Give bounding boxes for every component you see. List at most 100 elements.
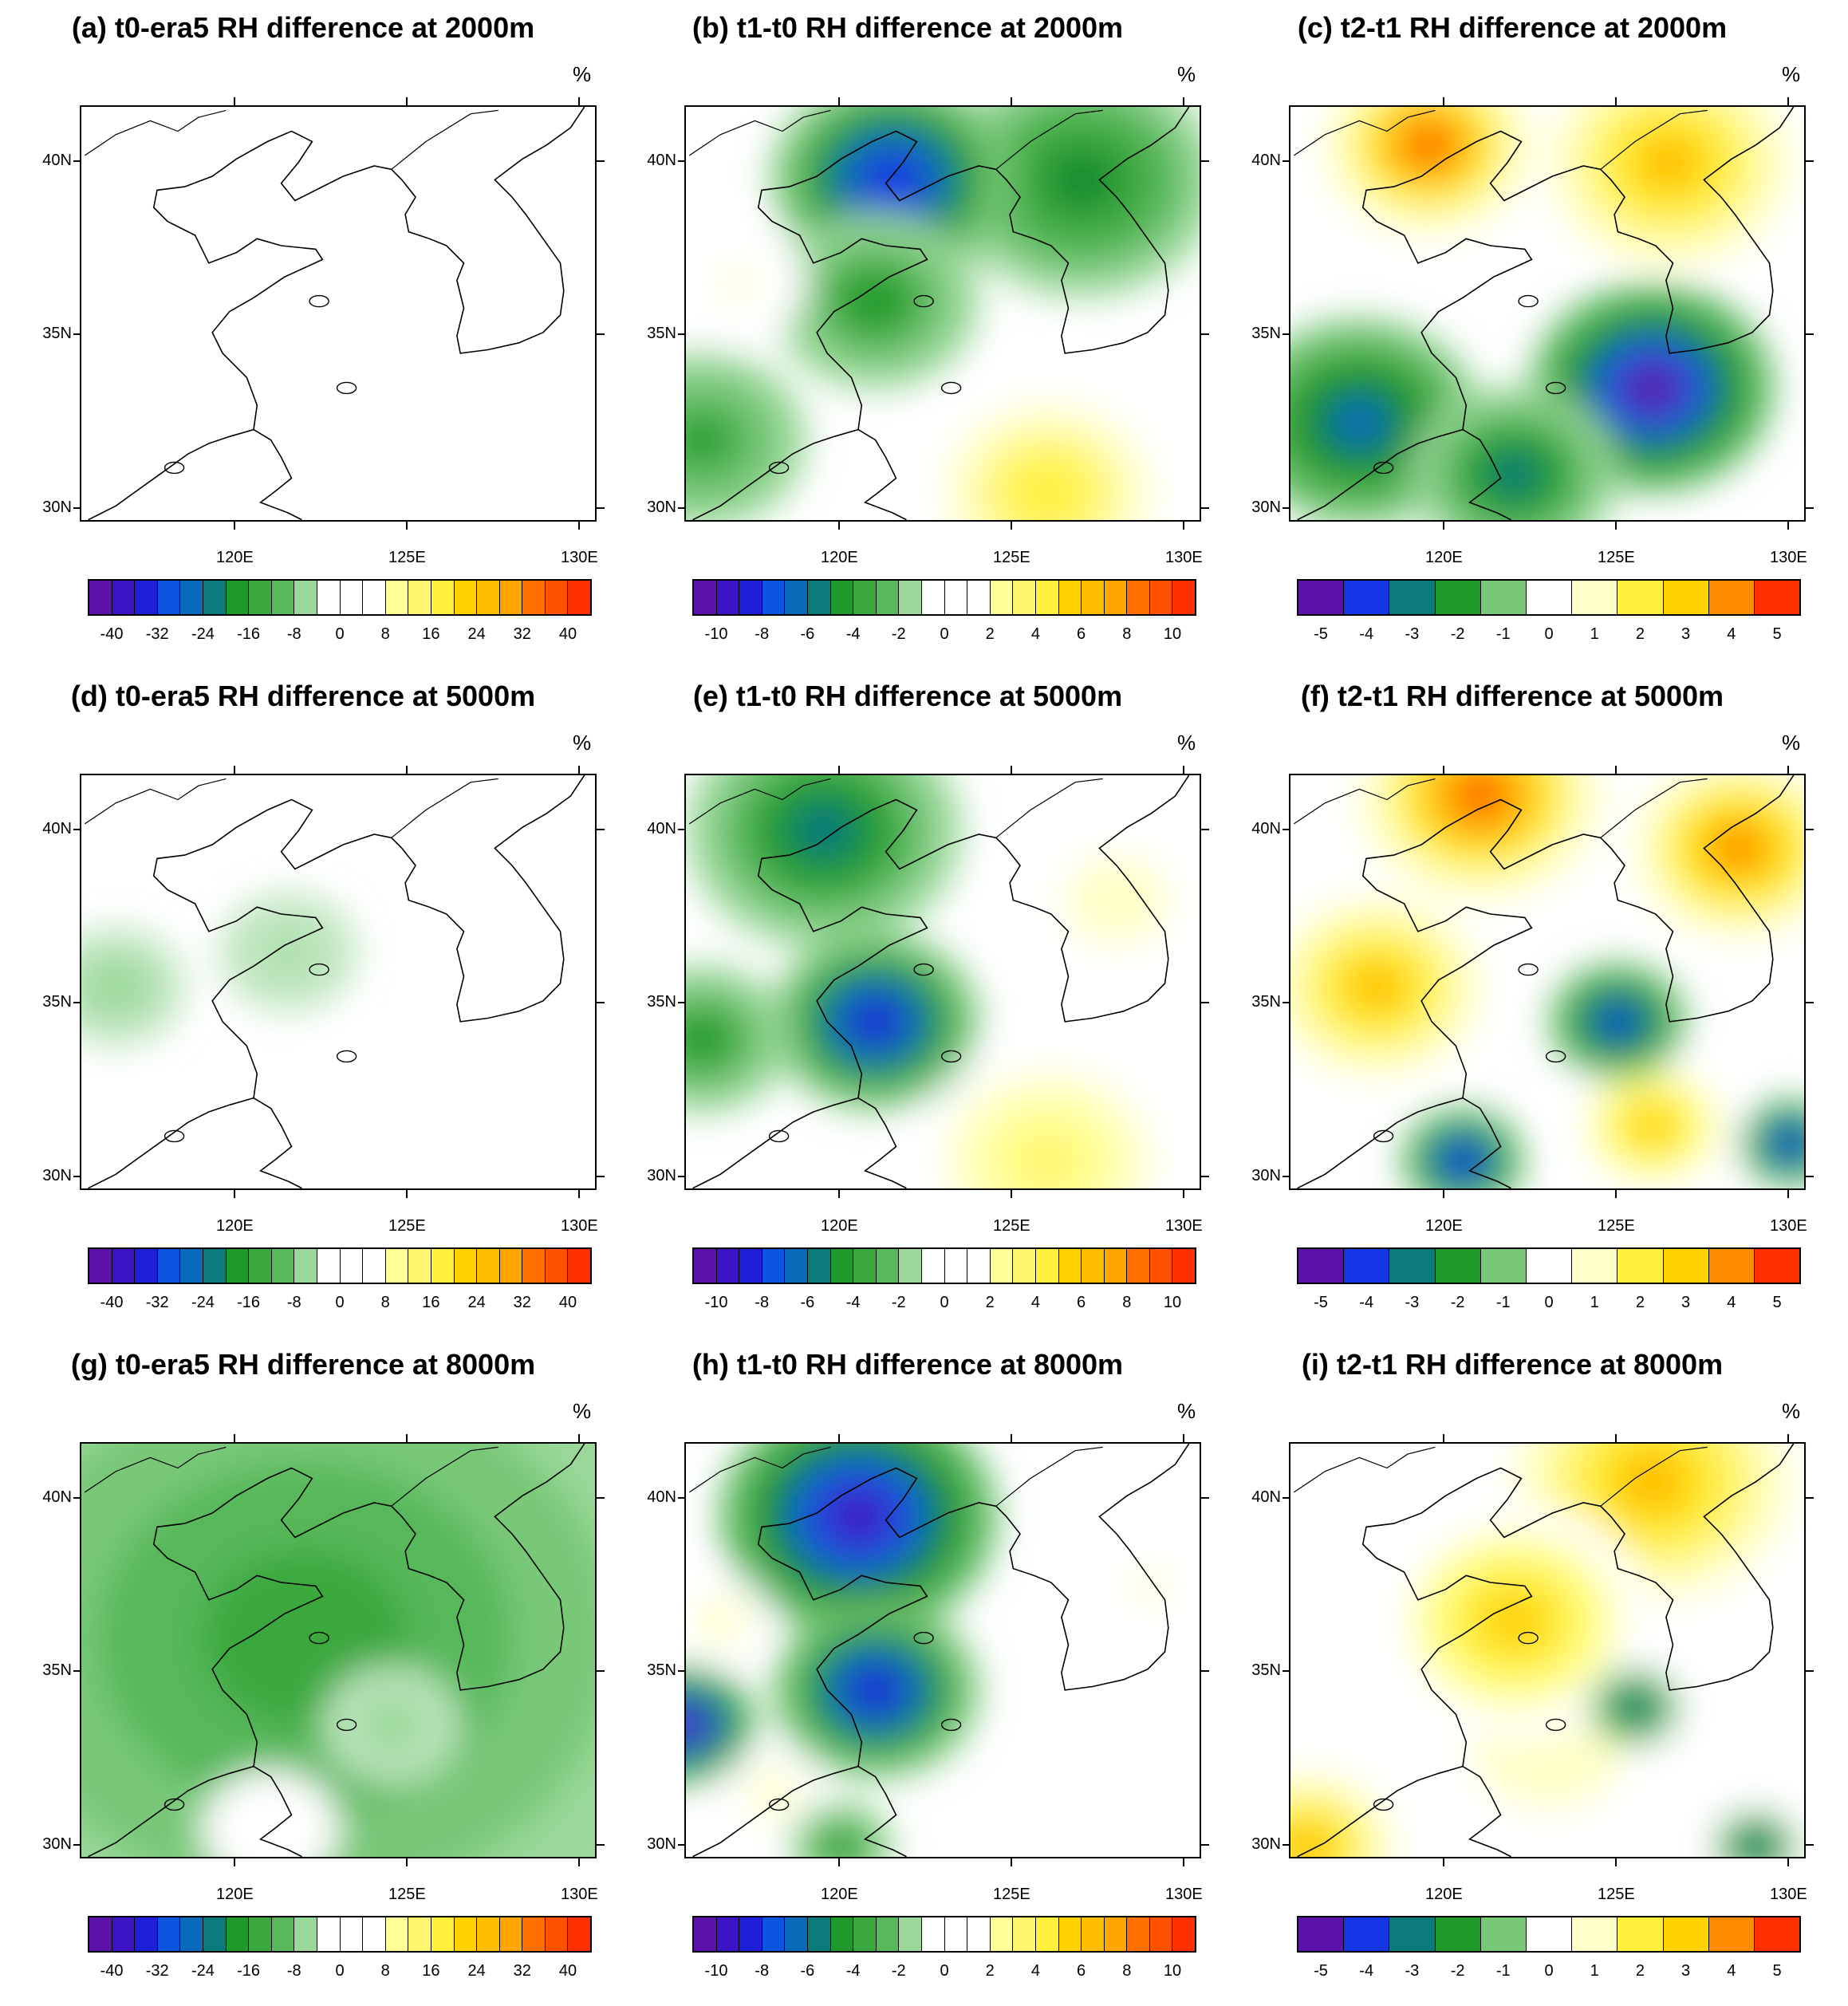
colorbar	[692, 1247, 1196, 1284]
colorbar-box	[1127, 581, 1150, 614]
x-tick-top	[838, 1434, 841, 1442]
colorbar-box	[431, 1249, 455, 1283]
colorbar-box	[1389, 1917, 1436, 1951]
y-tick	[73, 1496, 81, 1499]
colorbar-box	[1035, 581, 1059, 614]
colorbar-label: 3	[1681, 1962, 1691, 1980]
panel-a: (a) t0-era5 RH difference at 2000m% 40N 35…	[0, 0, 606, 668]
colorbar-label: -8	[286, 625, 301, 643]
y-tick-label: 30N	[647, 1166, 676, 1184]
colorbar-box	[180, 1917, 203, 1951]
field-anomaly	[849, 999, 901, 1044]
colorbar-label: -2	[1450, 1962, 1465, 1980]
colorbar-label: 8	[380, 1294, 390, 1311]
colorbar-box	[785, 1249, 808, 1283]
x-tick	[406, 1858, 408, 1866]
field-anomaly	[686, 1709, 703, 1740]
y-tick	[1283, 506, 1290, 509]
x-tick-top	[1443, 97, 1445, 105]
colorbar-box	[135, 581, 158, 614]
y-tick-right	[1806, 1002, 1814, 1004]
colorbar-box	[385, 581, 409, 614]
coastline-overlay	[84, 107, 585, 520]
y-tick-label: 35N	[647, 325, 676, 343]
y-tick-label: 35N	[1251, 1661, 1281, 1680]
y-tick-label: 40N	[647, 1488, 676, 1506]
x-tick-label: 125E	[388, 1886, 426, 1903]
colorbar-label: 0	[940, 1294, 949, 1311]
field-anomaly	[1488, 452, 1541, 497]
y-tick-right	[597, 1175, 605, 1177]
map-area	[80, 105, 597, 522]
y-tick	[1283, 1175, 1290, 1177]
colorbar-label: 0	[940, 625, 949, 643]
colorbar-box	[1172, 1917, 1196, 1951]
x-tick-top	[406, 766, 408, 774]
colorbar-box	[408, 581, 431, 614]
x-tick	[1183, 522, 1185, 530]
colorbar-box	[944, 1917, 968, 1951]
colorbar-box	[1480, 1917, 1527, 1951]
y-tick	[1283, 1843, 1290, 1846]
island-outline	[768, 1798, 790, 1811]
island-outline	[1545, 1050, 1566, 1063]
colorbar-box	[180, 581, 203, 614]
coastline-overlay	[1293, 775, 1795, 1188]
x-tick	[234, 522, 236, 530]
colorbar-box	[499, 581, 523, 614]
y-tick-right	[597, 1670, 605, 1673]
map-area	[80, 774, 597, 1190]
colorbar-label: 24	[467, 625, 486, 643]
field-anomaly	[862, 154, 923, 206]
x-tick	[1615, 1858, 1617, 1866]
colorbar-box	[716, 1917, 740, 1951]
colorbar-label: -5	[1314, 1962, 1328, 1980]
x-tick	[406, 522, 408, 530]
field-anomaly	[270, 937, 305, 968]
colorbar-box	[226, 1249, 250, 1283]
y-tick	[678, 160, 686, 162]
colorbar-label: 2	[1635, 1962, 1645, 1980]
colorbar-box	[1104, 581, 1128, 614]
x-tick-label: 125E	[1598, 549, 1635, 566]
field-anomaly	[1600, 1007, 1635, 1037]
y-tick-label: 40N	[1251, 1488, 1281, 1506]
y-tick	[678, 1175, 686, 1177]
colorbar-box	[294, 581, 317, 614]
y-tick-label: 35N	[42, 993, 72, 1011]
y-tick-right	[1806, 828, 1814, 830]
x-tick	[234, 1858, 236, 1866]
y-tick	[73, 160, 81, 162]
colorbar-box	[340, 1917, 364, 1951]
colorbar-label: -5	[1314, 625, 1328, 643]
x-tick	[1615, 1190, 1617, 1198]
y-tick-right	[597, 506, 605, 509]
colorbar-box	[876, 1249, 900, 1283]
colorbar-box	[1572, 1249, 1618, 1283]
colorbar-box	[830, 581, 854, 614]
map-area	[1289, 105, 1806, 522]
colorbar-box	[807, 581, 831, 614]
y-tick-right	[1806, 333, 1814, 336]
colorbar-box	[1526, 1917, 1573, 1951]
coastline-overlay	[84, 1444, 585, 1857]
coastline-overlay	[688, 775, 1190, 1188]
colorbar-label: 32	[513, 625, 531, 643]
colorbar-label: 4	[1030, 1962, 1040, 1980]
x-tick-top	[1183, 97, 1185, 105]
field-plot	[686, 775, 1200, 1188]
colorbar-box	[1754, 1917, 1800, 1951]
colorbar-label: -4	[845, 1962, 861, 1980]
field-anomaly	[828, 1835, 854, 1857]
colorbar-box	[363, 1249, 386, 1283]
colorbar-label: -2	[891, 1294, 906, 1311]
colorbar-label: 0	[1544, 1962, 1554, 1980]
colorbar-box	[830, 1917, 854, 1951]
colorbar-box	[990, 581, 1014, 614]
colorbar-box	[317, 581, 341, 614]
island-outline	[336, 381, 357, 395]
x-tick-top	[1787, 1434, 1790, 1442]
field-anomaly	[720, 269, 755, 299]
island-outline	[1518, 963, 1539, 976]
field-anomaly	[1621, 362, 1683, 414]
